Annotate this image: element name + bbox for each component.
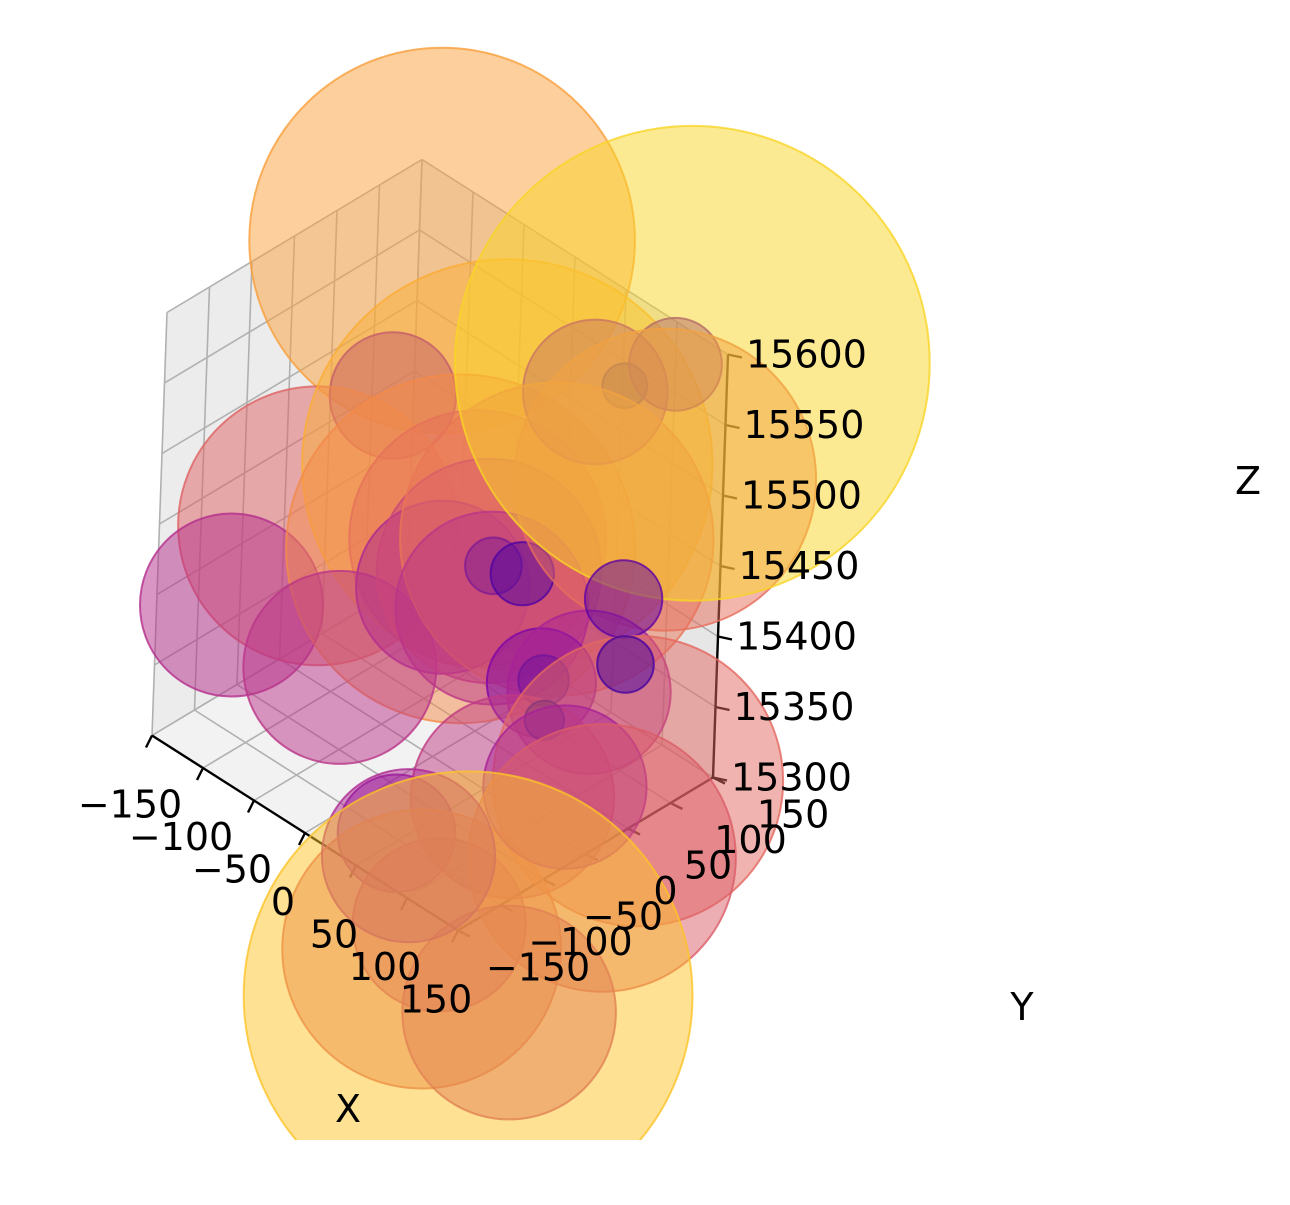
z-tick-label: 15550 — [744, 403, 865, 447]
y-tick-label: 0 — [653, 869, 677, 913]
x-axis-label: X — [335, 1087, 361, 1131]
x-tick-label: 100 — [349, 945, 422, 989]
data-points — [139, 46, 931, 1140]
scatter-point — [596, 635, 655, 694]
y-tick-label: 100 — [714, 818, 787, 862]
y-axis-label: Y — [1009, 985, 1034, 1029]
y-tick-label: 50 — [684, 844, 732, 888]
y-tick-label: −50 — [583, 895, 663, 939]
tick-mark — [246, 799, 256, 814]
tick-mark — [144, 734, 154, 749]
x-tick-label: −50 — [192, 848, 272, 892]
x-tick-label: −100 — [129, 815, 233, 859]
tick-mark — [717, 635, 733, 641]
z-tick-label: 15400 — [736, 615, 857, 659]
z-tick-label: 15300 — [731, 756, 852, 800]
y-tick-label: 150 — [757, 793, 830, 837]
scatter-point — [242, 770, 694, 1140]
x-tick-label: 0 — [271, 880, 295, 924]
z-tick-label: 15450 — [739, 544, 860, 588]
tick-labels: −150−100−50050100150−150−100−50050100150… — [78, 333, 867, 1022]
x-tick-label: −150 — [78, 783, 182, 827]
y-tick-label: −100 — [528, 920, 632, 964]
z-tick-label: 15500 — [741, 474, 862, 518]
x-tick-label: 150 — [400, 978, 473, 1022]
y-tick-label: −150 — [486, 946, 590, 990]
z-axis-label: Z — [1235, 459, 1261, 503]
tick-mark — [297, 832, 307, 846]
tick-mark — [195, 767, 205, 781]
scatter-point — [453, 124, 931, 602]
x-tick-label: 50 — [310, 913, 358, 957]
z-tick-label: 15350 — [734, 685, 855, 729]
z-tick-label: 15600 — [746, 333, 867, 377]
scatter-point — [583, 559, 664, 639]
